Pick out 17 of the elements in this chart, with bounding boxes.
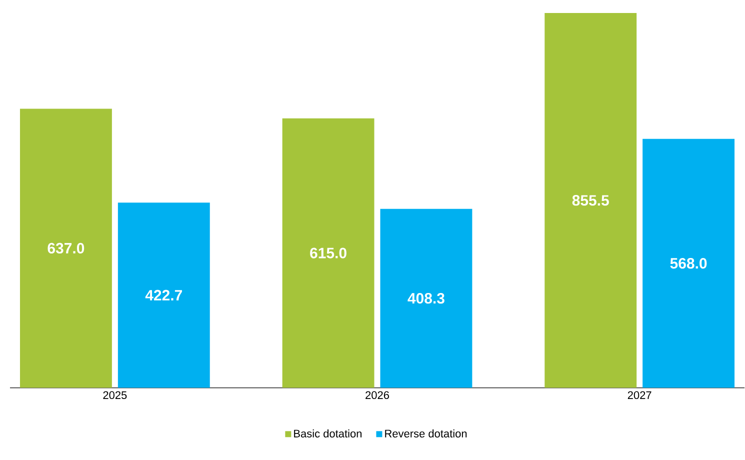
bar: [20, 108, 112, 388]
data-label: 615.0: [310, 248, 346, 258]
bar: [642, 139, 735, 388]
bar: [380, 209, 472, 388]
data-label: 855.5: [572, 195, 609, 206]
legend-label: Reverse dotation: [385, 430, 467, 438]
x-tick-label: 2026: [366, 391, 389, 400]
legend-label: Basic dotation: [294, 430, 362, 438]
bar: [118, 202, 210, 388]
x-tick-label: 2025: [103, 391, 127, 400]
data-label: 422.7: [145, 290, 182, 301]
data-label: 568.0: [670, 258, 707, 269]
bar: [282, 118, 374, 388]
data-label: 408.3: [408, 293, 444, 304]
x-tick-label: 2027: [628, 391, 652, 400]
data-label: 637.0: [48, 243, 84, 254]
bar: [544, 13, 637, 388]
